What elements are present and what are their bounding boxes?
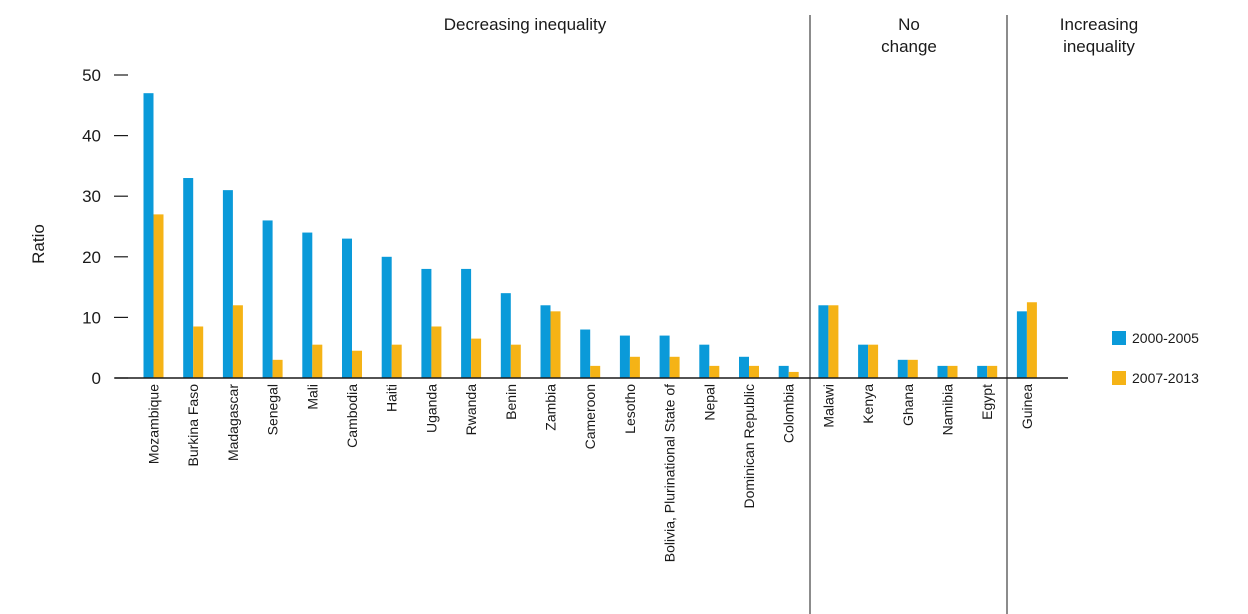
y-tick-label: 10 — [82, 308, 101, 327]
legend-swatch — [1112, 371, 1126, 385]
y-tick-label: 0 — [92, 369, 101, 388]
bar-series2 — [669, 356, 680, 378]
bar-series1 — [381, 256, 392, 378]
group-dividers — [809, 15, 1008, 614]
y-axis: 0 10 20 30 40 50 — [82, 66, 128, 388]
category-label: Malawi — [820, 384, 836, 428]
category-label: Mali — [304, 384, 320, 410]
bar-series1 — [1016, 311, 1027, 378]
category-label: Guinea — [1019, 384, 1035, 429]
bar-series1 — [222, 190, 233, 378]
bar-series2 — [947, 365, 958, 378]
bar-series2 — [788, 371, 799, 378]
bar-series1 — [977, 365, 988, 378]
bar-series1 — [262, 220, 273, 378]
y-tick-label: 20 — [82, 248, 101, 267]
bar-series1 — [778, 365, 789, 378]
bar-series1 — [739, 356, 749, 378]
y-tick-label: 30 — [82, 187, 101, 206]
bar-series1 — [421, 268, 432, 378]
bar-series1 — [897, 359, 908, 378]
category-label: Ghana — [900, 384, 916, 426]
bar-series2 — [232, 305, 243, 378]
category-label: Kenya — [860, 384, 876, 424]
bar-series1 — [699, 344, 710, 378]
legend-label: 2007-2013 — [1132, 370, 1199, 386]
bar-series1 — [302, 232, 313, 378]
group-title: Decreasing inequality — [444, 15, 607, 34]
category-label: Cambodia — [344, 384, 360, 448]
category-label: Cameroon — [582, 384, 598, 449]
y-tick-label: 40 — [82, 127, 101, 146]
bar-series1 — [580, 329, 591, 378]
bar-series2 — [749, 365, 759, 378]
category-labels: Mozambique Burkina Faso Madagascar Senegal M… — [146, 384, 1035, 563]
group-title: Increasing inequality — [1060, 15, 1138, 56]
bar-series2 — [510, 344, 521, 378]
bar-series2 — [550, 311, 561, 378]
bar-series2 — [312, 344, 323, 378]
category-label: Benin — [503, 384, 519, 420]
legend: 2000-2005 2007-2013 — [1112, 330, 1199, 386]
bar-series2 — [352, 350, 362, 378]
bar-series2 — [629, 356, 640, 378]
group-titles: Decreasing inequality No change Increasing i… — [444, 15, 1138, 56]
bar-series2 — [153, 214, 164, 378]
bar-series2 — [868, 344, 879, 378]
bar-series2 — [709, 365, 720, 378]
category-label: Uganda — [423, 384, 439, 433]
bar-series1 — [500, 293, 511, 378]
category-label: Senegal — [265, 384, 281, 435]
bar-series1 — [619, 335, 630, 378]
bar-series1 — [818, 305, 829, 378]
category-label: Dominican Republic — [741, 384, 757, 509]
bar-series2 — [828, 305, 839, 378]
category-label: Colombia — [781, 384, 797, 443]
bar-series2 — [471, 338, 482, 378]
bar-series2 — [391, 344, 402, 378]
bar-series2 — [193, 326, 204, 378]
bar-series1 — [143, 93, 154, 379]
bar-series1 — [540, 305, 551, 378]
category-label: Rwanda — [463, 384, 479, 436]
category-label: Zambia — [543, 384, 559, 431]
bar-series2 — [987, 365, 998, 378]
bar-series1 — [461, 268, 472, 378]
bar-series1 — [659, 335, 670, 378]
legend-swatch — [1112, 331, 1126, 345]
category-label: Namibia — [940, 384, 956, 436]
bar-series1 — [858, 344, 869, 378]
bar-series2 — [431, 326, 442, 378]
bar-series1 — [183, 178, 194, 378]
category-label: Burkina Faso — [185, 384, 201, 467]
category-label: Mozambique — [146, 384, 162, 464]
y-tick-label: 50 — [82, 66, 101, 85]
bars — [143, 93, 1037, 379]
bar-series2 — [907, 359, 918, 378]
bar-series2 — [1026, 302, 1037, 378]
category-label: Bolivia, Plurinational State of — [662, 384, 678, 562]
bar-series2 — [590, 365, 601, 378]
y-axis-label: Ratio — [29, 224, 48, 264]
bar-series1 — [342, 238, 352, 378]
legend-label: 2000-2005 — [1132, 330, 1199, 346]
bar-series1 — [937, 365, 948, 378]
bar-series2 — [272, 359, 283, 378]
group-title: No change — [881, 15, 937, 56]
category-label: Haiti — [384, 384, 400, 412]
category-label: Madagascar — [225, 384, 241, 461]
category-label: Egypt — [979, 384, 995, 420]
category-label: Nepal — [701, 384, 717, 421]
category-label: Lesotho — [622, 384, 638, 434]
